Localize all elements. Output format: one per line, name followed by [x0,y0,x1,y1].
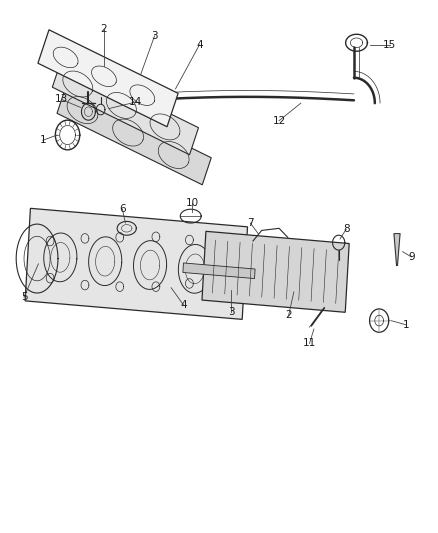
Text: 6: 6 [119,204,126,214]
Text: 7: 7 [247,218,254,228]
Polygon shape [38,30,178,127]
Text: 12: 12 [272,116,286,126]
Text: 2: 2 [100,24,107,34]
Text: 1: 1 [403,320,410,330]
Text: 3: 3 [228,306,234,317]
Polygon shape [25,208,247,319]
Text: 15: 15 [383,40,396,50]
Text: 9: 9 [408,252,415,262]
Polygon shape [57,86,211,185]
Text: 5: 5 [21,292,27,302]
Text: 2: 2 [285,310,292,320]
Polygon shape [202,231,349,312]
Polygon shape [183,263,255,279]
Polygon shape [394,233,400,265]
Text: 8: 8 [343,224,350,235]
Text: 14: 14 [129,97,142,107]
Text: 1: 1 [39,135,46,146]
Text: 13: 13 [55,94,68,104]
Text: 10: 10 [185,198,198,208]
Polygon shape [53,60,198,155]
Text: 11: 11 [303,338,316,349]
Text: 4: 4 [180,300,187,310]
Text: 4: 4 [196,40,203,50]
Text: 3: 3 [151,31,158,41]
